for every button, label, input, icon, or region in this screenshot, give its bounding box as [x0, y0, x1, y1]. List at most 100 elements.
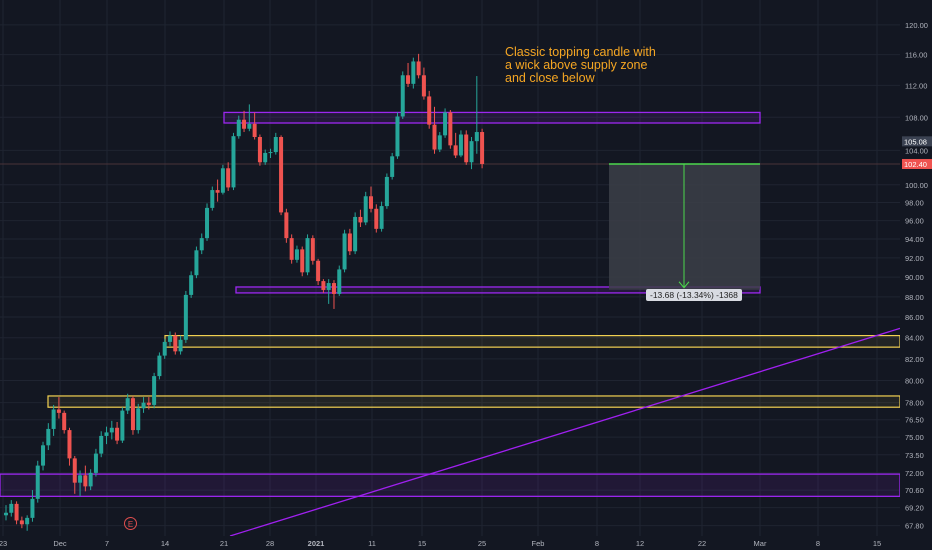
candle-body: [242, 119, 247, 129]
time-tick-label: 22: [698, 539, 706, 548]
measure-tool-label: -13.68 (-13.34%) -1368: [646, 289, 742, 301]
candle-body: [146, 402, 151, 405]
candle-body: [167, 335, 172, 342]
candle-body: [62, 412, 67, 431]
candle-body: [199, 238, 204, 251]
candle-body: [141, 402, 146, 409]
demand-zone-88: [235, 286, 761, 294]
price-tick-label: 90.00: [905, 273, 924, 282]
price-tick-label: 92.00: [905, 254, 924, 263]
candle-body: [342, 233, 347, 270]
support-zone-78: [47, 395, 901, 408]
candle-body: [321, 281, 326, 290]
time-tick-label: 8: [816, 539, 820, 548]
candle-body: [104, 432, 109, 436]
candle-body: [173, 335, 178, 352]
candle-body: [379, 206, 384, 229]
candle-body: [273, 137, 278, 153]
price-tick-label: 96.00: [905, 217, 924, 226]
price-tick-label: 104.00: [905, 146, 928, 155]
candle-body: [305, 238, 310, 273]
candle-body: [406, 75, 411, 84]
candle-body: [331, 283, 336, 294]
candle-body: [480, 132, 485, 164]
time-tick-label: Dec: [53, 539, 67, 548]
candle-body: [56, 409, 61, 413]
candle-body: [427, 96, 432, 125]
candle-body: [109, 427, 114, 433]
price-tick-label: 120.00: [905, 21, 928, 30]
candle-body: [247, 123, 252, 129]
candle-body: [400, 75, 405, 117]
price-tick-label: 112.00: [905, 81, 927, 90]
candle-body: [189, 275, 194, 295]
price-tick-label: 80.00: [905, 376, 924, 385]
candle-body: [416, 61, 421, 76]
candle-body: [194, 250, 199, 276]
candle-body: [353, 216, 358, 252]
candle-body: [67, 430, 72, 459]
candle-body: [421, 75, 426, 97]
time-tick-label: 15: [418, 539, 426, 548]
candle-body: [14, 503, 19, 521]
price-tick-label: 73.50: [905, 451, 924, 460]
candle-body: [326, 283, 331, 290]
candle-body: [411, 61, 416, 84]
candle-body: [162, 341, 167, 356]
price-marker-bg: [902, 158, 932, 169]
time-tick-label: 8: [595, 539, 599, 548]
candle-body: [300, 249, 305, 273]
candle-body: [474, 132, 479, 142]
price-tick-label: 84.00: [905, 334, 924, 343]
candle-body: [130, 398, 135, 431]
candle-body: [88, 472, 93, 487]
candle-body: [99, 435, 104, 454]
candle-body: [448, 112, 453, 146]
price-tick-label: 69.20: [905, 504, 924, 513]
candle-body: [157, 355, 162, 377]
price-tick-label: 98.00: [905, 199, 924, 208]
candle-body: [210, 190, 215, 208]
time-tick-label: Feb: [532, 539, 545, 548]
time-tick-label: 2021: [308, 539, 325, 548]
candle-body: [178, 339, 183, 352]
candle-body: [120, 410, 125, 441]
candle-body: [432, 124, 437, 150]
price-tick-label: 70.60: [905, 486, 924, 495]
candle-body: [384, 176, 389, 207]
support-zone-83: [164, 335, 901, 348]
candle-body: [4, 512, 8, 516]
price-marker-label: 105.08: [904, 137, 927, 146]
candle-body: [231, 136, 236, 188]
candle-body: [226, 168, 231, 188]
candle-body: [46, 428, 51, 446]
candle-body: [257, 137, 262, 163]
price-tick-label: 86.00: [905, 313, 924, 322]
candle-body: [395, 116, 400, 157]
price-tick-label: 94.00: [905, 235, 924, 244]
candle-body: [310, 238, 315, 261]
time-tick-label: 11: [368, 539, 376, 548]
time-tick-label: 14: [161, 539, 169, 548]
candle-body: [9, 503, 14, 513]
candle-body: [93, 453, 98, 473]
candle-body: [279, 137, 284, 213]
candle-body: [289, 238, 294, 260]
candle-body: [443, 112, 448, 136]
candle-body: [337, 269, 342, 294]
price-tick-label: 100.00: [905, 181, 928, 190]
price-tick-label: 78.00: [905, 399, 924, 408]
demand-zone-70: [0, 473, 901, 497]
price-marker-bg: [902, 136, 932, 147]
candle-body: [125, 398, 130, 411]
candle-body: [152, 376, 157, 405]
candle-body: [469, 141, 474, 163]
time-tick-label: 28: [266, 539, 274, 548]
earnings-event-icon[interactable]: E: [124, 517, 137, 530]
candle-body: [115, 427, 120, 441]
candle-body: [316, 260, 321, 282]
candle-body: [374, 208, 379, 229]
